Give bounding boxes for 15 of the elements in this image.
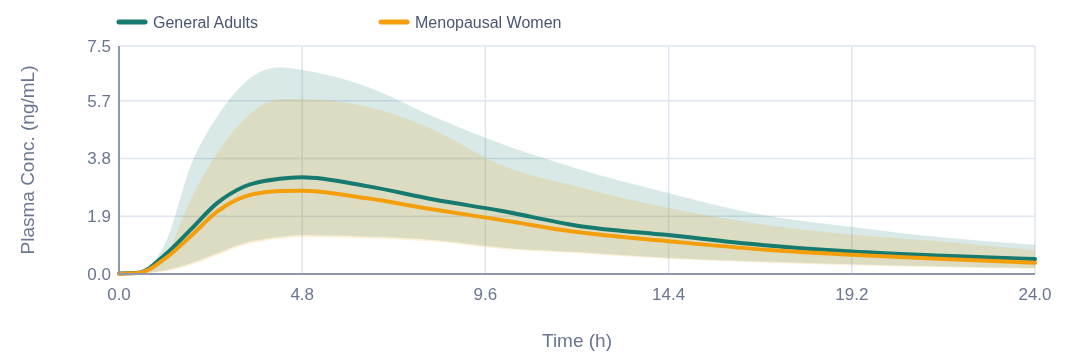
y-tick-label: 7.5 [87,36,111,56]
y-tick-label: 1.9 [87,207,111,227]
x-tick-label: 4.8 [290,285,315,304]
y-tick-label: 3.8 [87,149,111,169]
legend-label: Menopausal Women [415,13,562,31]
x-tick-label: 14.4 [652,285,686,304]
x-tick-label: 19.2 [835,285,869,304]
y-axis-title: Plasma Conc. (ng/mL) [17,65,38,255]
x-tick-label: 24.0 [1018,285,1052,304]
y-tick-label: 0.0 [87,264,111,284]
legend-label: General Adults [153,13,258,31]
x-axis-title: Time (h) [541,330,613,351]
x-tick-label: 0.0 [107,285,131,304]
x-tick-label: 9.6 [473,285,498,304]
y-tick-label: 5.7 [87,91,111,111]
